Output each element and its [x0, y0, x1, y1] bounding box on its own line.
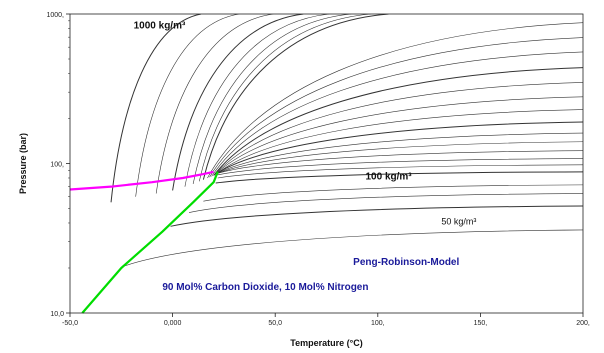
isochore-line: [217, 132, 583, 174]
chart-annotation: 100 kg/m³: [365, 172, 412, 183]
x-tick-label: -50,0: [62, 320, 78, 327]
bubble-point-curve: [69, 170, 214, 191]
isochore-line: [110, 14, 202, 203]
isochore-line: [217, 164, 583, 179]
isochore-line: [211, 51, 583, 177]
isochore-line: [209, 37, 583, 178]
isochore-line: [188, 193, 583, 213]
isochore-line: [216, 109, 583, 175]
isochore-line: [202, 14, 389, 180]
dew-point-curve: [81, 171, 219, 314]
x-tick-label: 50,0: [268, 320, 282, 327]
annotations: 1000 kg/m³ 100 kg/m³ 50 kg/m³ Peng-Robinson…: [134, 20, 477, 293]
isochore-line: [184, 14, 330, 187]
isochore-line: [172, 14, 304, 191]
isochore-lines: [110, 14, 583, 267]
chart-annotation: 90 Mol% Carbon Dioxide, 10 Mol% Nitrogen: [162, 282, 368, 293]
x-tick-label: 150,: [474, 320, 488, 327]
isochore-line: [217, 158, 583, 176]
isochore-line: [135, 14, 240, 197]
y-tick-label: 10,0: [50, 311, 64, 318]
x-tick-label: 100,: [371, 320, 385, 327]
y-tick-label: 1000,: [46, 12, 64, 19]
chart-annotation: 1000 kg/m³: [134, 20, 186, 31]
isochore-line: [203, 184, 583, 202]
isochore-line: [215, 171, 583, 184]
isochore-line: [123, 229, 583, 267]
isochore-line: [198, 14, 371, 182]
y-tick-label: 100,: [50, 162, 64, 169]
isochore-line: [170, 205, 583, 227]
x-tick-label: 200,: [576, 320, 590, 327]
isochore-line: [207, 22, 583, 179]
axis-ticks: -50,0 0,000 50,0 100, 150, 200, 10,0 100, 1000,: [46, 12, 589, 327]
isochore-line: [215, 96, 583, 175]
isochore-line: [213, 67, 583, 176]
phase-envelope: [69, 170, 219, 314]
isochore-line: [214, 82, 583, 176]
isochore-line: [217, 150, 583, 174]
chart-annotation: Peng-Robinson-Model: [353, 257, 459, 268]
isochore-line: [192, 14, 352, 184]
plot-frame: [69, 13, 584, 314]
x-tick-label: 0,000: [164, 320, 182, 327]
isochore-line: [155, 14, 274, 194]
isochore-line: [217, 141, 583, 174]
x-axis-label: Temperature (°C): [290, 338, 362, 348]
y-axis-label: Pressure (bar): [18, 133, 28, 194]
chart-annotation: 50 kg/m³: [441, 217, 476, 227]
isochore-line: [216, 121, 583, 174]
